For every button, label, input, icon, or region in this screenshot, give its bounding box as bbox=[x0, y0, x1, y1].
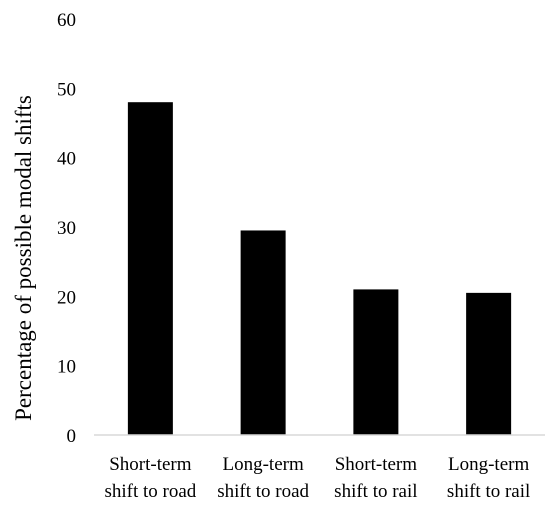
y-tick-label: 10 bbox=[57, 357, 76, 378]
x-category-label-line: Long-term bbox=[448, 454, 529, 475]
bar bbox=[466, 292, 512, 435]
y-tick-label: 50 bbox=[57, 79, 76, 100]
x-category-label-line: Long-term bbox=[222, 454, 303, 475]
y-tick-label: 20 bbox=[57, 287, 76, 308]
x-axis-labels: Short-term shift to road Long-term shift to… bbox=[104, 454, 530, 502]
bar bbox=[353, 289, 399, 435]
y-tick-label: 60 bbox=[57, 10, 76, 31]
x-category-label: Short-term shift to road bbox=[104, 454, 196, 502]
bar bbox=[240, 230, 286, 435]
x-category-label: Long-term shift to rail bbox=[447, 454, 530, 502]
y-tick-label: 40 bbox=[57, 149, 76, 170]
bar bbox=[127, 102, 173, 435]
y-tick-label: 30 bbox=[57, 218, 76, 239]
x-category-label: Long-term shift to road bbox=[217, 454, 309, 502]
x-category-label-line: shift to road bbox=[104, 481, 196, 502]
x-category-label-line: Short-term bbox=[109, 454, 192, 475]
x-category-label-line: Short-term bbox=[335, 454, 418, 475]
x-category-label-line: shift to rail bbox=[334, 481, 417, 502]
bars bbox=[127, 102, 512, 435]
x-category-label-line: shift to rail bbox=[447, 481, 530, 502]
y-axis-ticks: 0 10 20 30 40 50 60 bbox=[57, 10, 76, 447]
y-axis-title: Percentage of possible modal shifts bbox=[11, 95, 36, 421]
x-category-label: Short-term shift to rail bbox=[334, 454, 417, 502]
x-category-label-line: shift to road bbox=[217, 481, 309, 502]
y-tick-label: 0 bbox=[67, 426, 77, 447]
